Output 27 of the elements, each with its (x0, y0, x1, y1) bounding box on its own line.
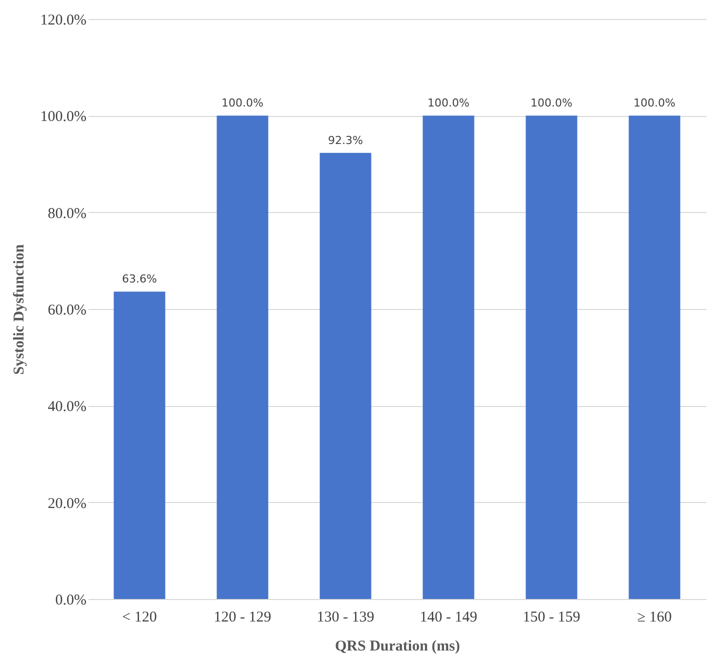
bar (320, 152, 372, 599)
y-tick-label: 40.0% (48, 399, 86, 416)
y-tick-label: 120.0% (40, 12, 86, 28)
y-axis-title: Systolic Dysfunction (11, 244, 28, 375)
x-tick-label: < 120 (122, 610, 157, 626)
data-label: 63.6% (122, 272, 157, 286)
bar (422, 116, 474, 599)
data-label: 100.0% (634, 96, 676, 110)
y-tick-label: 0.0% (55, 592, 86, 608)
x-axis-title: QRS Duration (ms) (334, 638, 460, 654)
bar (216, 116, 268, 599)
x-tick-label: 150 - 159 (522, 610, 580, 626)
y-tick-label: 60.0% (48, 302, 86, 318)
bar (526, 116, 578, 599)
data-label: 92.3% (328, 134, 363, 147)
data-label: 100.0% (222, 96, 264, 110)
data-label: 100.0% (530, 96, 572, 110)
x-tick-label: 140 - 149 (420, 610, 478, 626)
bar (114, 292, 166, 599)
y-tick-label: 20.0% (48, 496, 86, 512)
y-tick-label: 80.0% (48, 206, 86, 222)
x-tick-label: 120 - 129 (214, 610, 272, 626)
bar (628, 116, 680, 599)
x-tick-label: ≥ 160 (637, 610, 672, 626)
data-label: 100.0% (428, 96, 470, 110)
y-tick-label: 100.0% (40, 109, 86, 126)
x-tick-label: 130 - 139 (316, 610, 374, 626)
